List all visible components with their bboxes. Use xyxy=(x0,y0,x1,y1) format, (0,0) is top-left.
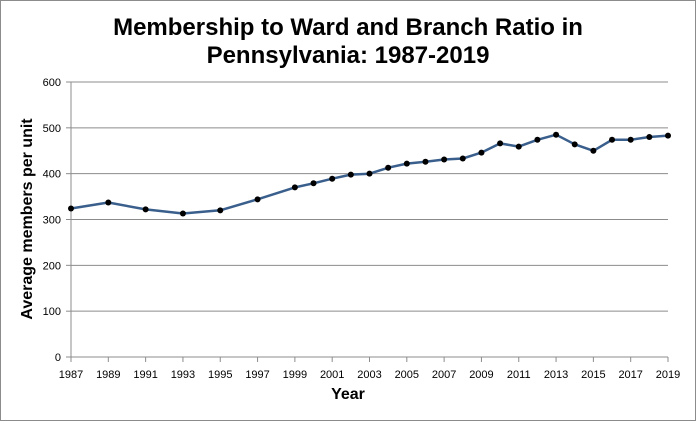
data-point xyxy=(142,206,149,213)
x-tick-label: 2003 xyxy=(357,369,381,381)
x-tick-label: 1989 xyxy=(96,369,120,381)
chart-title-line-2: Pennsylvania: 1987-2019 xyxy=(206,42,490,69)
data-point xyxy=(459,155,466,162)
y-tick-label: 500 xyxy=(43,123,61,135)
x-tick-label: 1991 xyxy=(133,369,157,381)
x-tick-label: 2017 xyxy=(618,369,642,381)
x-tick-label: 2013 xyxy=(544,369,568,381)
data-point xyxy=(646,134,653,140)
data-point xyxy=(403,160,410,167)
x-tick-label: 2007 xyxy=(432,369,456,381)
data-point xyxy=(609,136,616,143)
y-tick-label: 200 xyxy=(43,260,61,272)
data-point xyxy=(329,175,336,182)
data-point xyxy=(254,196,261,203)
data-point xyxy=(553,131,560,138)
data-point xyxy=(665,132,671,139)
x-tick-label: 1987 xyxy=(59,369,83,381)
x-tick-label: 2011 xyxy=(507,369,531,381)
data-point xyxy=(422,158,429,165)
y-tick-label: 0 xyxy=(55,352,61,364)
y-tick-label: 600 xyxy=(43,77,61,89)
x-tick-label: 1995 xyxy=(208,369,232,381)
x-tick-label: 2001 xyxy=(320,369,344,381)
data-point xyxy=(105,199,112,206)
x-tick-label: 1999 xyxy=(283,369,307,381)
data-point xyxy=(291,184,298,191)
x-tick-label: 2005 xyxy=(395,369,419,381)
chart-title-line-1: Membership to Ward and Branch Ratio in xyxy=(113,14,583,41)
data-point xyxy=(347,171,354,178)
x-tick-label: 2019 xyxy=(656,369,680,381)
data-point xyxy=(478,149,485,156)
data-point xyxy=(68,205,74,212)
x-tick-label: 1993 xyxy=(171,369,195,381)
x-tick-label: 2015 xyxy=(581,369,605,381)
x-tick-label: 2009 xyxy=(469,369,493,381)
x-tick-label: 1997 xyxy=(245,369,269,381)
data-point xyxy=(497,140,504,147)
data-point xyxy=(515,143,522,150)
data-point xyxy=(534,136,541,143)
x-axis-label: Year xyxy=(331,386,365,403)
data-point xyxy=(627,136,634,143)
y-tick-label: 300 xyxy=(43,215,61,227)
data-point xyxy=(441,156,448,163)
data-point xyxy=(590,147,597,154)
data-point xyxy=(179,210,186,217)
data-point xyxy=(366,170,373,177)
data-point xyxy=(217,207,224,214)
y-tick-label: 400 xyxy=(43,169,61,181)
y-tick-label: 100 xyxy=(43,306,61,318)
data-point xyxy=(385,164,392,171)
data-point xyxy=(310,180,317,187)
data-point xyxy=(571,141,578,148)
